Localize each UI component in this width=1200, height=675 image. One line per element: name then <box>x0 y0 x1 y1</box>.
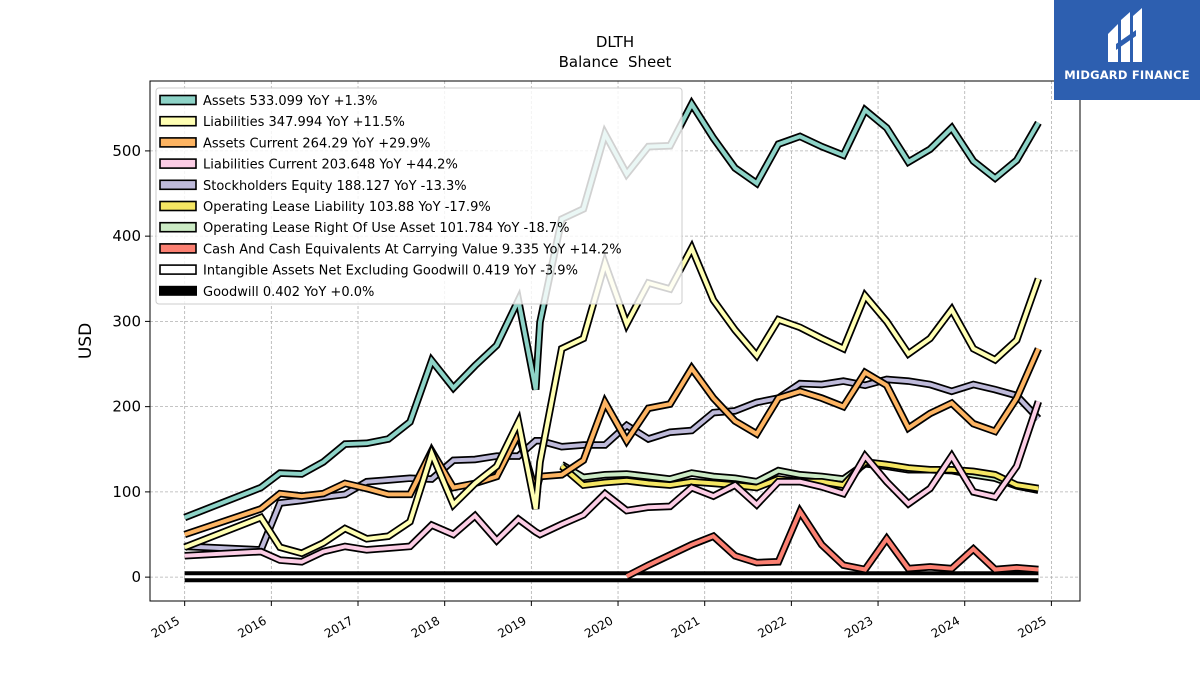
y-tick-label: 300 <box>112 312 141 330</box>
legend-item: Operating Lease Right Of Use Asset 101.7… <box>159 221 570 236</box>
x-tick-label: 2022 <box>755 613 788 640</box>
legend-swatch <box>159 243 197 254</box>
legend-label: Liabilities 347.994 YoY +11.5% <box>203 115 405 130</box>
legend-swatch <box>159 221 197 233</box>
legend-item: Intangible Assets Net Excluding Goodwill… <box>159 264 578 279</box>
series-line <box>184 400 1042 566</box>
legend-label: Operating Lease Right Of Use Asset 101.7… <box>203 221 570 236</box>
legend-item: Operating Lease Liability 103.88 YoY -17… <box>159 200 491 215</box>
series-stroke <box>184 377 1040 552</box>
x-tick-label: 2021 <box>669 613 702 640</box>
midgard-finance-logo: MIDGARD FINANCE <box>1054 0 1200 100</box>
series-stroke <box>184 347 1041 537</box>
legend-swatch <box>159 200 197 212</box>
x-tick-label: 2024 <box>929 613 962 640</box>
legend-item: Liabilities 347.994 YoY +11.5% <box>159 115 405 130</box>
legend-item: Cash And Cash Equivalents At Carrying Va… <box>159 242 622 257</box>
legend-label: Liabilities Current 203.648 YoY +44.2% <box>203 158 458 173</box>
legend-label: Stockholders Equity 188.127 YoY -13.3% <box>203 179 467 194</box>
series-line <box>624 503 1039 580</box>
chart-title: DLTH <box>596 33 634 51</box>
legend-label: Operating Lease Liability 103.88 YoY -17… <box>203 200 491 215</box>
y-axis: 0 100 200 300 400 500 <box>112 142 150 586</box>
legend-item: Stockholders Equity 188.127 YoY -13.3% <box>159 179 467 194</box>
x-tick-label: 2018 <box>409 613 442 640</box>
legend: Assets 533.099 YoY +1.3% Liabilities 347.… <box>155 87 683 305</box>
y-tick-label: 0 <box>131 568 141 586</box>
x-tick-label: 2023 <box>842 613 875 640</box>
legend-swatch <box>159 285 197 296</box>
legend-swatch <box>159 179 197 191</box>
x-tick-label: 2016 <box>235 613 268 640</box>
legend-swatch <box>159 158 197 169</box>
legend-item: Assets Current 264.29 YoY +29.9% <box>159 136 430 151</box>
x-tick-label: 2015 <box>149 613 182 640</box>
y-tick-label: 400 <box>112 227 141 245</box>
legend-swatch <box>159 115 197 127</box>
y-tick-label: 100 <box>112 483 141 501</box>
x-tick-label: 2019 <box>495 613 528 640</box>
legend-swatch <box>159 137 197 148</box>
legend-label: Assets Current 264.29 YoY +29.9% <box>203 136 430 151</box>
legend-swatch <box>159 264 197 275</box>
legend-item: Liabilities Current 203.648 YoY +44.2% <box>159 158 458 173</box>
chart-subtitle: Balance Sheet <box>559 53 672 71</box>
logo-mark-icon <box>1108 8 1142 62</box>
x-tick-label: 2025 <box>1015 613 1048 640</box>
legend-swatch <box>159 94 197 106</box>
y-tick-label: 500 <box>112 142 141 160</box>
series-line <box>183 347 1042 539</box>
logo-text: MIDGARD FINANCE <box>1064 68 1190 82</box>
legend-label: Assets 533.099 YoY +1.3% <box>203 94 378 109</box>
series-line <box>183 239 1042 558</box>
x-tick-label: 2017 <box>322 613 355 640</box>
series-layer <box>183 96 1042 583</box>
legend-label: Cash And Cash Equivalents At Carrying Va… <box>203 242 622 257</box>
x-axis: 2015 2016 2017 2018 2019 2020 2021 2022 2023 2024… <box>149 601 1052 641</box>
legend-item: Goodwill 0.402 YoY +0.0% <box>159 285 374 300</box>
legend-item: Assets 533.099 YoY +1.3% <box>159 94 378 109</box>
legend-label: Goodwill 0.402 YoY +0.0% <box>203 285 374 300</box>
series-stroke <box>184 400 1041 564</box>
x-tick-label: 2020 <box>582 613 615 640</box>
legend-label: Intangible Assets Net Excluding Goodwill… <box>203 264 578 279</box>
y-axis-label: USD <box>76 323 96 359</box>
plot-frame <box>149 80 1081 602</box>
y-tick-label: 200 <box>112 398 141 416</box>
series-stroke <box>625 507 1039 579</box>
series-line <box>184 375 1042 554</box>
series-stroke <box>183 243 1041 556</box>
legend-box <box>155 87 683 305</box>
